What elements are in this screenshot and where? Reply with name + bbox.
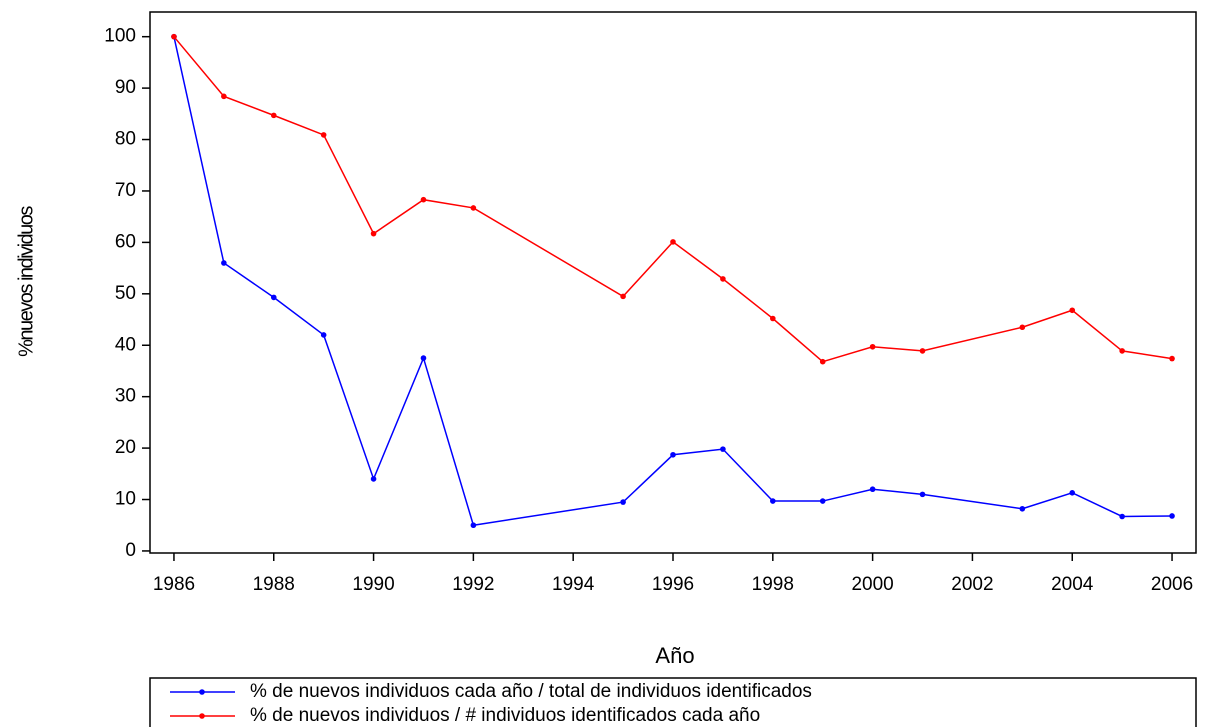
y-tick-label: 90 [115, 77, 136, 98]
data-point [720, 446, 726, 452]
data-point [1019, 324, 1026, 331]
data-point [670, 239, 676, 245]
data-point [420, 355, 427, 361]
data-point [171, 33, 177, 40]
x-tick-label: 1998 [752, 574, 794, 595]
data-point [221, 260, 227, 266]
legend-label: % de nuevos individuos / # individuos id… [250, 705, 760, 726]
x-tick-label: 1996 [652, 574, 694, 595]
data-point [1169, 355, 1175, 362]
x-tick-label: 1994 [552, 574, 595, 595]
data-point [819, 498, 826, 504]
data-point [1119, 348, 1125, 354]
data-point [869, 486, 876, 493]
x-tick-label: 1986 [153, 574, 195, 595]
series-line [173, 36, 1173, 527]
y-tick-label: 30 [115, 386, 136, 407]
data-point [620, 293, 626, 300]
x-tick-label: 2004 [1051, 574, 1094, 595]
data-point [270, 294, 277, 301]
y-tick-label: 20 [115, 437, 136, 458]
y-axis-label: %nuevos individuos [15, 206, 37, 357]
data-point [1019, 505, 1026, 512]
data-point [770, 498, 776, 504]
y-tick-label: 100 [104, 26, 136, 47]
x-tick-label: 1990 [352, 574, 394, 595]
data-point [869, 343, 876, 350]
data-point [420, 196, 427, 203]
data-point [470, 205, 477, 211]
data-point [1119, 513, 1125, 520]
x-tick-label: 1992 [452, 574, 494, 595]
plot-frame [149, 11, 1197, 554]
data-point [620, 499, 626, 505]
x-tick-label: 2002 [951, 574, 993, 595]
data-point [370, 230, 377, 237]
x-tick-label: 2000 [851, 574, 893, 595]
legend-box [149, 677, 1197, 727]
y-tick-label: 60 [115, 231, 136, 252]
y-tick-label: 50 [115, 283, 136, 304]
legend-marker [199, 689, 205, 695]
x-axis-label: Año [655, 643, 694, 668]
data-point [1069, 490, 1076, 496]
legend-marker [199, 713, 205, 719]
series-line [173, 36, 1173, 363]
data-point [819, 358, 826, 365]
data-point [670, 451, 676, 458]
data-point [370, 476, 377, 482]
x-tick-label: 2006 [1151, 574, 1193, 595]
y-tick-label: 70 [115, 180, 136, 201]
legend-label: % de nuevos individuos cada año / total … [250, 681, 812, 702]
data-point [320, 332, 327, 338]
data-point [720, 276, 726, 282]
x-tick-label: 1988 [253, 574, 295, 595]
data-point [919, 348, 926, 354]
y-tick-label: 0 [125, 540, 136, 561]
data-point [221, 93, 227, 100]
data-point [770, 315, 776, 322]
data-point [470, 522, 477, 529]
data-point [919, 491, 926, 498]
data-point [270, 112, 277, 119]
y-tick-label: 80 [115, 129, 136, 150]
data-point [320, 132, 327, 138]
data-point [1069, 307, 1076, 314]
y-tick-label: 40 [115, 334, 136, 355]
y-tick-label: 10 [115, 489, 136, 510]
data-point [1169, 513, 1175, 519]
